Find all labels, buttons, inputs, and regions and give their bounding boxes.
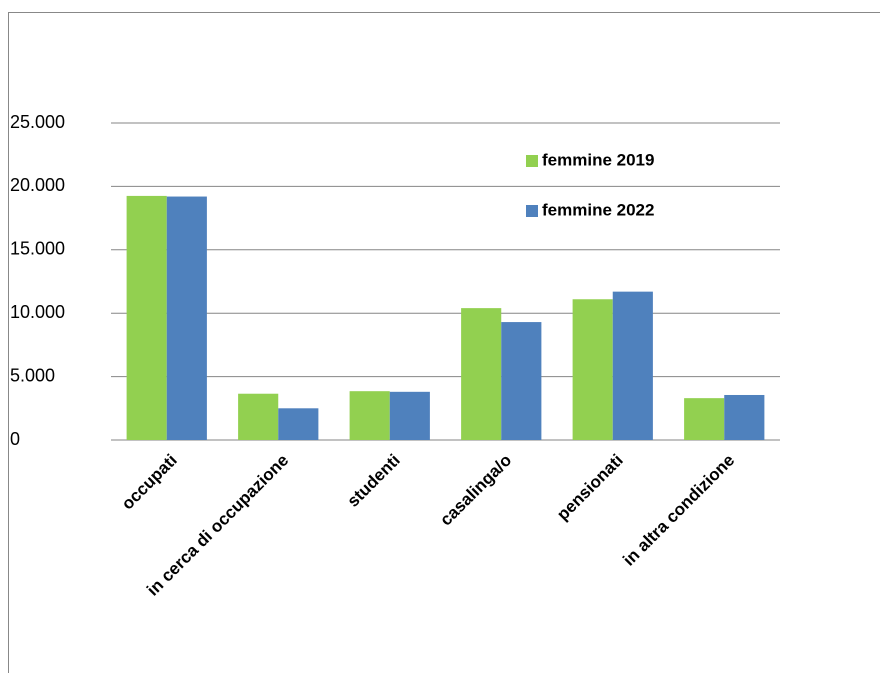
bar xyxy=(684,398,725,440)
y-tick-label: 20.000 xyxy=(10,175,65,195)
legend-swatch xyxy=(526,205,538,217)
legend-label: femmine 2019 xyxy=(542,150,654,169)
x-tick-label: in altra condizione xyxy=(619,451,738,570)
bar xyxy=(501,322,542,440)
bar xyxy=(572,299,613,440)
y-tick-label: 0 xyxy=(10,429,20,449)
legend-swatch xyxy=(526,155,538,167)
bar xyxy=(278,408,319,440)
y-tick-label: 10.000 xyxy=(10,302,65,322)
bar xyxy=(238,393,279,440)
bar xyxy=(389,391,430,440)
x-tick-label: occupati xyxy=(118,451,181,514)
x-tick-label: casalinga/o xyxy=(436,451,515,530)
x-tick-label: studenti xyxy=(344,451,404,511)
y-tick-label: 5.000 xyxy=(10,365,55,385)
bar xyxy=(461,308,502,440)
bar xyxy=(612,291,653,440)
legend-label: femmine 2022 xyxy=(542,200,654,219)
bar xyxy=(724,394,765,440)
bar xyxy=(349,391,390,440)
y-tick-label: 25.000 xyxy=(10,112,65,132)
y-tick-label: 15.000 xyxy=(10,239,65,259)
x-tick-label: pensionati xyxy=(553,451,627,525)
bar xyxy=(166,196,207,440)
bar xyxy=(126,195,167,440)
